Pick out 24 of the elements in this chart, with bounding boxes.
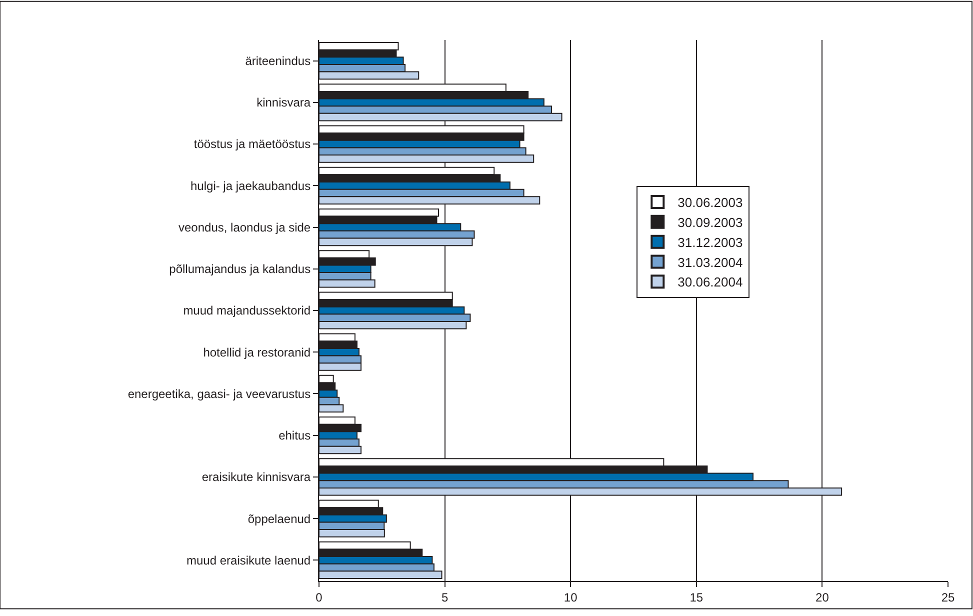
y-tick-label: kinnisvara	[256, 96, 311, 110]
y-tick-label: hotellid ja restoranid	[203, 345, 311, 360]
y-tick-label: tööstus ja mäetööstus	[194, 137, 311, 152]
x-tick-label: 25	[941, 590, 955, 604]
y-tick-label: ehitus	[278, 428, 311, 443]
y-tick-label: hulgi- ja jaekaubandus	[190, 178, 311, 193]
y-tick-label: veondus, laondus ja side	[178, 220, 311, 234]
y-tick-label: õppelaenud	[248, 512, 311, 526]
y-tick-label: muud eraisikute laenud	[186, 553, 311, 568]
y-tick-label: eraisikute kinnisvara	[202, 470, 311, 484]
legend-label: 30.06.2003	[678, 195, 743, 210]
x-tick-label: 15	[690, 590, 704, 604]
x-tick-label: 5	[441, 590, 448, 604]
y-tick-label: muud majandussektorid	[183, 304, 311, 318]
x-tick-label: 0	[316, 590, 323, 604]
y-tick-label: põllumajandus ja kalandus	[169, 262, 311, 276]
y-tick-label: energeetika, gaasi- ja veevarustus	[128, 386, 311, 401]
legend-label: 30.09.2003	[678, 214, 743, 230]
x-tick-label: 20	[816, 590, 830, 604]
legend-label: 31.12.2003	[678, 234, 743, 250]
x-tick-label: 10	[564, 590, 578, 604]
y-tick-label: äriteenindus	[245, 54, 311, 68]
legend-label: 30.06.2004	[678, 274, 743, 290]
legend-label: 31.03.2004	[678, 254, 743, 270]
